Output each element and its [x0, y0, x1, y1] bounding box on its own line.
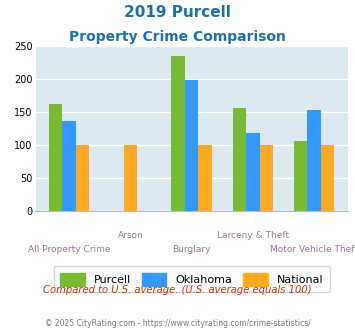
Bar — [124, 145, 137, 211]
Text: Compared to U.S. average. (U.S. average equals 100): Compared to U.S. average. (U.S. average … — [43, 285, 312, 295]
Bar — [171, 56, 185, 211]
Bar — [62, 121, 76, 211]
Text: Burglary: Burglary — [173, 245, 211, 253]
Text: Larceny & Theft: Larceny & Theft — [217, 231, 289, 240]
Text: Motor Vehicle Theft: Motor Vehicle Theft — [270, 245, 355, 253]
Bar — [185, 80, 198, 211]
Bar — [246, 133, 260, 211]
Legend: Purcell, Oklahoma, National: Purcell, Oklahoma, National — [54, 266, 330, 292]
Text: All Property Crime: All Property Crime — [28, 245, 110, 253]
Bar — [307, 110, 321, 211]
Bar — [76, 145, 89, 211]
Text: © 2025 CityRating.com - https://www.cityrating.com/crime-statistics/: © 2025 CityRating.com - https://www.city… — [45, 319, 310, 328]
Text: Property Crime Comparison: Property Crime Comparison — [69, 30, 286, 44]
Bar — [260, 145, 273, 211]
Text: 2019 Purcell: 2019 Purcell — [124, 5, 231, 20]
Text: Arson: Arson — [118, 231, 143, 240]
Bar — [49, 104, 62, 211]
Bar — [233, 108, 246, 211]
Bar — [198, 145, 212, 211]
Bar — [321, 145, 334, 211]
Bar — [294, 141, 307, 211]
